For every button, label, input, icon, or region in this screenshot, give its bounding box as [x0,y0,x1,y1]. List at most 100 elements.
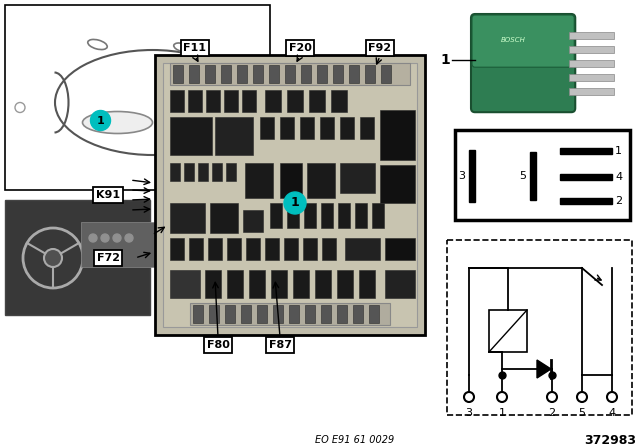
Bar [265,90,281,112]
Text: BOSCH: BOSCH [500,37,525,43]
Bar [289,305,299,323]
Bar [5,5,270,190]
Bar [237,65,247,83]
FancyBboxPatch shape [472,15,574,67]
Bar [385,238,415,260]
Bar [170,163,180,181]
Bar [246,238,260,260]
Ellipse shape [55,50,250,155]
Ellipse shape [173,43,191,52]
Text: F80: F80 [207,340,229,350]
Ellipse shape [165,76,220,94]
Bar [170,203,205,233]
Bar [380,110,415,160]
Text: F92: F92 [369,43,392,53]
Bar [227,238,241,260]
Bar [338,203,350,228]
Bar [331,90,347,112]
Ellipse shape [83,112,152,134]
Bar [569,46,614,53]
Bar [569,32,614,39]
Bar [320,117,334,139]
Text: F72: F72 [97,253,120,263]
Bar [249,270,265,298]
Polygon shape [537,360,551,378]
Text: 2: 2 [548,408,556,418]
Bar [349,65,359,83]
Bar [359,270,375,298]
Bar [269,65,279,83]
Circle shape [101,234,109,242]
Bar [253,65,263,83]
Bar [309,90,325,112]
Bar [273,305,283,323]
Bar [372,203,384,228]
Bar [287,90,303,112]
Bar [190,303,390,325]
Bar [209,305,219,323]
Text: 1: 1 [97,116,104,125]
Bar [301,65,311,83]
Bar [293,270,309,298]
Text: 372983: 372983 [584,434,636,447]
Bar [530,152,536,200]
Bar [284,238,298,260]
Bar [304,203,316,228]
Bar [205,270,221,298]
Bar [455,130,630,220]
Bar [333,65,343,83]
Bar [569,88,614,95]
Bar [215,117,253,155]
Text: 5: 5 [519,171,526,181]
Bar [257,305,267,323]
Bar [280,163,302,198]
Circle shape [90,111,111,130]
Bar [206,90,220,112]
Bar [365,65,375,83]
Bar [385,270,415,298]
Circle shape [44,249,62,267]
Text: 4: 4 [615,172,622,182]
Bar [189,238,203,260]
Bar [569,74,614,81]
Bar [198,163,208,181]
Bar [225,305,235,323]
Circle shape [113,234,121,242]
Bar [381,65,391,83]
Circle shape [125,234,133,242]
Bar [5,200,150,315]
FancyBboxPatch shape [471,14,575,112]
Text: K91: K91 [96,190,120,200]
Text: F11: F11 [184,43,207,53]
Bar [337,270,353,298]
Bar [242,90,256,112]
Bar [265,238,279,260]
Bar [188,90,202,112]
Text: F20: F20 [289,43,312,53]
Bar [560,198,612,204]
Bar [317,65,327,83]
Bar [227,270,243,298]
Bar [560,174,612,180]
Circle shape [284,192,306,214]
Text: 3: 3 [465,408,472,418]
Text: 1: 1 [440,53,450,67]
Bar [560,148,612,154]
Bar [355,203,367,228]
Bar [345,238,380,260]
Bar [337,305,347,323]
Bar [270,203,282,228]
Bar [170,63,410,85]
Bar [245,163,273,198]
Text: 4: 4 [609,408,616,418]
Text: 3: 3 [458,171,465,181]
Bar [208,238,222,260]
Bar [360,117,374,139]
Bar [163,63,417,327]
Bar [271,270,287,298]
Bar [315,270,331,298]
Text: 1: 1 [615,146,622,156]
Bar [243,210,263,232]
Bar [221,65,231,83]
Bar [81,222,161,267]
